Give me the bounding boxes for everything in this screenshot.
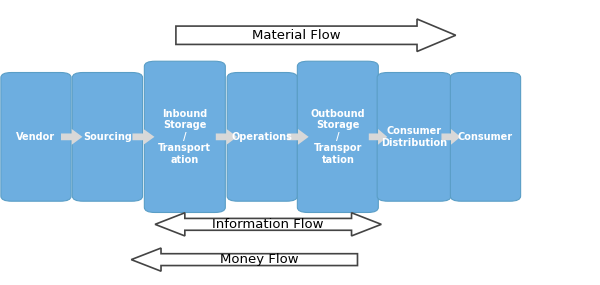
Text: Vendor: Vendor <box>16 132 56 142</box>
Polygon shape <box>442 129 460 145</box>
FancyBboxPatch shape <box>1 72 71 201</box>
Text: Money Flow: Money Flow <box>220 253 299 266</box>
Text: Outbound
Storage
/
Transpor
tation: Outbound Storage / Transpor tation <box>311 109 365 165</box>
Text: Material Flow: Material Flow <box>252 29 341 42</box>
Polygon shape <box>61 129 82 145</box>
Polygon shape <box>155 213 382 236</box>
Polygon shape <box>133 129 154 145</box>
Text: Consumer
Distribution: Consumer Distribution <box>381 126 447 148</box>
FancyBboxPatch shape <box>145 61 226 213</box>
Text: Information Flow: Information Flow <box>212 218 324 231</box>
FancyBboxPatch shape <box>227 72 298 201</box>
FancyBboxPatch shape <box>451 72 521 201</box>
FancyBboxPatch shape <box>377 72 451 201</box>
Text: Sourcing: Sourcing <box>83 132 132 142</box>
FancyBboxPatch shape <box>73 72 143 201</box>
Text: Operations: Operations <box>232 132 293 142</box>
Text: Inbound
Storage
/
Transport
ation: Inbound Storage / Transport ation <box>158 109 211 165</box>
Polygon shape <box>369 129 387 145</box>
Polygon shape <box>131 248 358 271</box>
Polygon shape <box>216 129 237 145</box>
Text: Consumer: Consumer <box>458 132 513 142</box>
FancyBboxPatch shape <box>298 61 379 213</box>
Polygon shape <box>287 129 308 145</box>
Polygon shape <box>176 19 456 52</box>
